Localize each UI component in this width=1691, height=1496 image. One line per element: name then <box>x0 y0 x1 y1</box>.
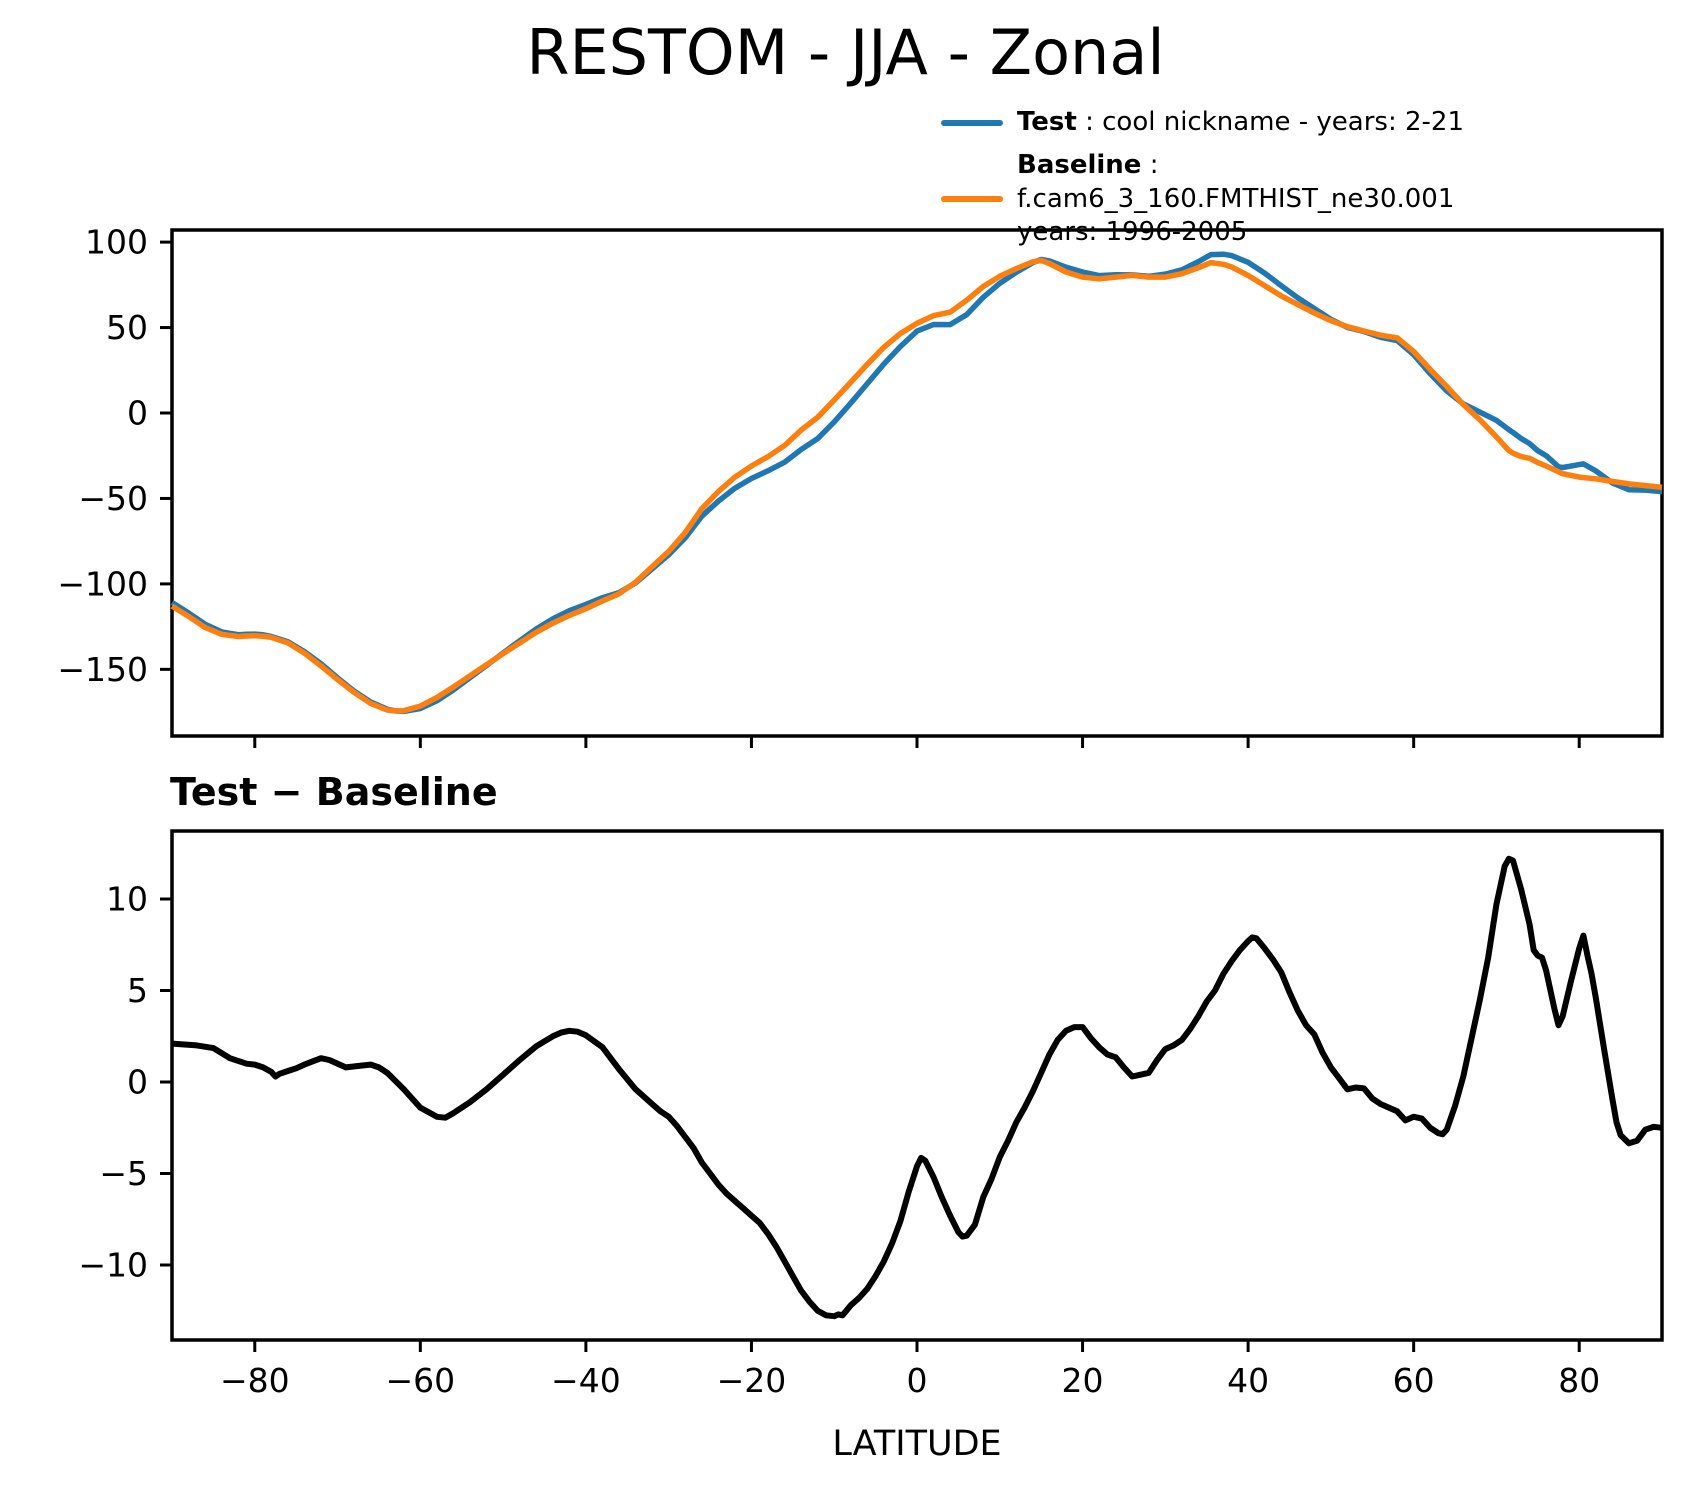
x-tick-label: −20 <box>717 1361 787 1400</box>
legend: Test : cool nickname - years: 2-21 Basel… <box>941 106 1581 259</box>
y-tick-label: 50 <box>106 308 148 347</box>
y-tick-label: −100 <box>57 564 148 603</box>
legend-baseline-text: Baseline : f.cam6_3_160.FMTHIST_ne30.001… <box>1017 149 1581 250</box>
y-tick-label: 10 <box>106 880 148 919</box>
x-axis-label: LATITUDE <box>832 1424 1002 1464</box>
y-tick-label: −10 <box>78 1246 148 1285</box>
legend-item-baseline: Baseline : f.cam6_3_160.FMTHIST_ne30.001… <box>941 149 1581 250</box>
test-line-swatch <box>941 119 1003 126</box>
legend-test-text: Test : cool nickname - years: 2-21 <box>1017 106 1464 140</box>
top-axes: 100 50 0 −50 −100 −150 <box>57 223 1664 748</box>
figure-title: RESTOM - JJA - Zonal <box>526 16 1165 89</box>
x-tick-label: −40 <box>551 1361 621 1400</box>
baseline-line <box>170 257 1663 714</box>
legend-test-desc: : cool nickname - years: 2-21 <box>1076 107 1464 137</box>
y-tick-label: −150 <box>57 650 148 689</box>
x-tick-label: −60 <box>386 1361 456 1400</box>
y-tick-label: 0 <box>127 394 148 433</box>
legend-baseline-years: years: 1996-2005 <box>1017 217 1248 248</box>
bottom-axes: 10 5 0 −5 −10 −80 −60 −40 −20 0 20 40 60 80 <box>78 829 1664 1400</box>
legend-test-name: Test <box>1017 107 1077 137</box>
x-tick-label: 40 <box>1227 1361 1269 1400</box>
y-tick-label: 0 <box>127 1063 148 1102</box>
x-tick-label: 0 <box>907 1361 928 1400</box>
x-tick-label: −80 <box>220 1361 290 1400</box>
axes-spines <box>170 228 1664 738</box>
x-tick-label: 20 <box>1062 1361 1104 1400</box>
x-tick-label: 60 <box>1393 1361 1435 1400</box>
legend-baseline-name: Baseline <box>1017 149 1142 180</box>
legend-baseline-desc: : f.cam6_3_160.FMTHIST_ne30.001 <box>1017 149 1455 214</box>
y-tick-label: −5 <box>99 1154 148 1193</box>
y-tick-label: 100 <box>85 223 148 262</box>
difference-panel-title: Test − Baseline <box>170 770 498 814</box>
y-tick-label: −50 <box>78 479 148 518</box>
baseline-line-swatch <box>941 196 1003 203</box>
legend-item-test: Test : cool nickname - years: 2-21 <box>941 106 1581 140</box>
x-tick-label: 80 <box>1558 1361 1600 1400</box>
y-tick-label: 5 <box>127 971 148 1010</box>
test-baseline-line <box>171 855 1663 1320</box>
axes-spines <box>170 829 1664 1342</box>
